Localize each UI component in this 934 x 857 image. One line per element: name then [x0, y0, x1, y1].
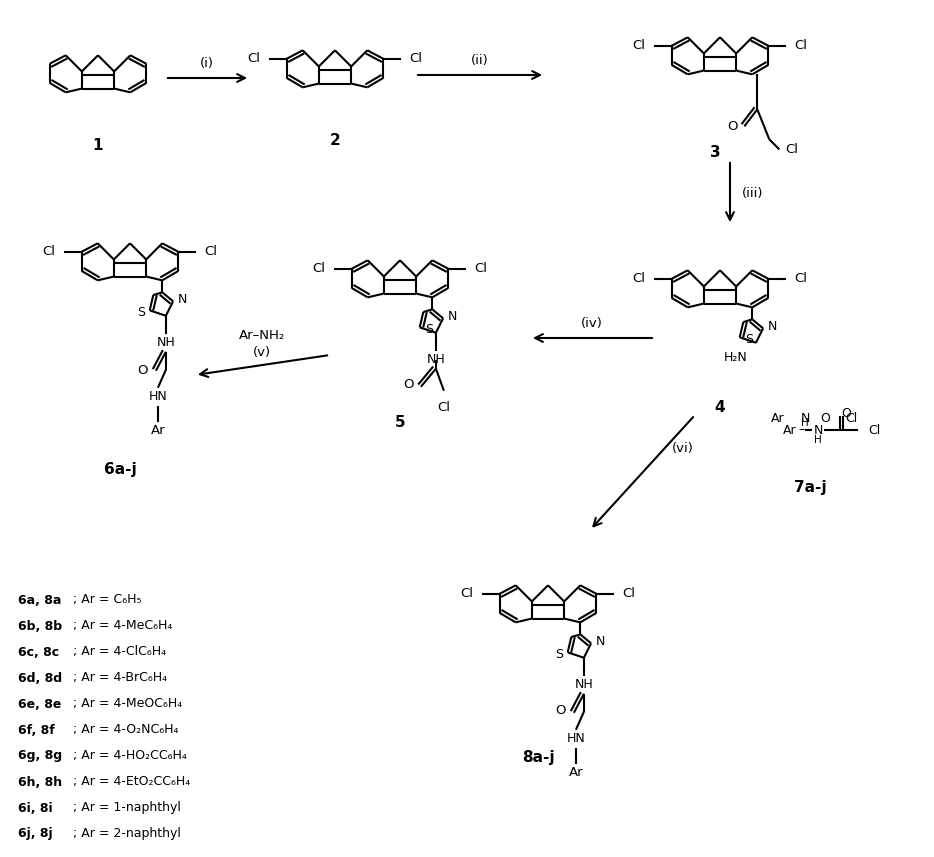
Text: Cl: Cl	[43, 245, 55, 258]
Text: Cl: Cl	[785, 143, 799, 156]
Text: Cl: Cl	[868, 423, 880, 436]
Text: 5: 5	[395, 415, 405, 430]
Text: 1: 1	[92, 138, 104, 153]
Text: Ar: Ar	[569, 766, 583, 779]
Text: 6g, 8g: 6g, 8g	[18, 750, 63, 763]
Text: Cl: Cl	[795, 273, 808, 285]
Text: 6a-j: 6a-j	[104, 462, 136, 477]
Text: N: N	[800, 411, 810, 424]
Text: 6b, 8b: 6b, 8b	[18, 620, 63, 632]
Text: 6e, 8e: 6e, 8e	[18, 698, 62, 710]
Text: S: S	[555, 648, 562, 661]
Text: NH: NH	[427, 353, 446, 366]
Text: (iv): (iv)	[581, 316, 603, 329]
Text: Cl: Cl	[248, 52, 261, 65]
Text: N: N	[178, 293, 188, 306]
Text: S: S	[136, 306, 145, 319]
Text: ; Ar = 4-MeC₆H₄: ; Ar = 4-MeC₆H₄	[73, 620, 173, 632]
Text: HN: HN	[149, 390, 167, 404]
Text: Ar: Ar	[771, 411, 785, 424]
Text: 6j, 8j: 6j, 8j	[18, 828, 52, 841]
Text: S: S	[425, 323, 432, 336]
Text: Cl: Cl	[622, 587, 635, 601]
Text: (vi): (vi)	[672, 441, 694, 454]
Text: N: N	[814, 423, 823, 436]
Text: ; Ar = 4-MeOC₆H₄: ; Ar = 4-MeOC₆H₄	[73, 698, 182, 710]
Text: 3: 3	[710, 145, 720, 160]
Text: 7a-j: 7a-j	[794, 480, 827, 495]
Text: ; Ar = 4-O₂NC₆H₄: ; Ar = 4-O₂NC₆H₄	[73, 723, 178, 736]
Text: S: S	[744, 333, 753, 346]
Text: Ar–NH₂: Ar–NH₂	[239, 328, 285, 341]
Text: 8a-j: 8a-j	[522, 750, 554, 765]
Text: 6d, 8d: 6d, 8d	[18, 672, 63, 685]
Text: N: N	[596, 635, 605, 648]
Text: ; Ar = 4-ClC₆H₄: ; Ar = 4-ClC₆H₄	[73, 645, 166, 658]
Text: NH: NH	[574, 678, 593, 692]
Text: Cl: Cl	[795, 39, 808, 52]
Text: Cl: Cl	[205, 245, 218, 258]
Text: –: –	[799, 423, 805, 436]
Text: O: O	[820, 411, 830, 424]
Text: N: N	[768, 320, 777, 333]
Text: Cl: Cl	[474, 262, 488, 275]
Text: O: O	[727, 120, 737, 133]
Text: Cl: Cl	[437, 401, 450, 414]
Text: 6i, 8i: 6i, 8i	[18, 801, 52, 814]
Text: Ar: Ar	[784, 423, 797, 436]
Text: Cl: Cl	[313, 262, 326, 275]
Text: HN: HN	[567, 732, 586, 746]
Text: O: O	[841, 407, 851, 420]
Text: Cl: Cl	[632, 39, 645, 52]
Text: NH: NH	[157, 336, 176, 350]
Text: H: H	[814, 435, 822, 445]
Text: (ii): (ii)	[471, 53, 488, 67]
Text: ; Ar = 4-HO₂CC₆H₄: ; Ar = 4-HO₂CC₆H₄	[73, 750, 187, 763]
Text: H: H	[801, 418, 809, 428]
Text: O: O	[137, 364, 148, 377]
Text: O: O	[403, 378, 414, 392]
Text: ; Ar = C₆H₅: ; Ar = C₆H₅	[73, 594, 141, 607]
Text: (i): (i)	[200, 57, 214, 69]
Text: ; Ar = 4-BrC₆H₄: ; Ar = 4-BrC₆H₄	[73, 672, 167, 685]
Text: (iii): (iii)	[742, 187, 763, 200]
Text: 6a, 8a: 6a, 8a	[18, 594, 62, 607]
Text: Cl: Cl	[409, 52, 422, 65]
Text: ; Ar = 4-EtO₂CC₆H₄: ; Ar = 4-EtO₂CC₆H₄	[73, 776, 191, 788]
Text: Ar: Ar	[150, 424, 165, 437]
Text: Cl: Cl	[845, 411, 857, 424]
Text: N: N	[448, 310, 458, 323]
Text: Cl: Cl	[460, 587, 474, 601]
Text: ; Ar = 2-naphthyl: ; Ar = 2-naphthyl	[73, 828, 181, 841]
Text: ; Ar = 1-naphthyl: ; Ar = 1-naphthyl	[73, 801, 181, 814]
Text: 6c, 8c: 6c, 8c	[18, 645, 59, 658]
Text: O: O	[556, 704, 566, 717]
Text: 6h, 8h: 6h, 8h	[18, 776, 63, 788]
Text: 6f, 8f: 6f, 8f	[18, 723, 55, 736]
Text: (v): (v)	[253, 345, 271, 358]
Text: 4: 4	[715, 400, 726, 415]
Text: 2: 2	[330, 133, 340, 148]
Text: H₂N: H₂N	[724, 351, 748, 363]
Text: Cl: Cl	[632, 273, 645, 285]
